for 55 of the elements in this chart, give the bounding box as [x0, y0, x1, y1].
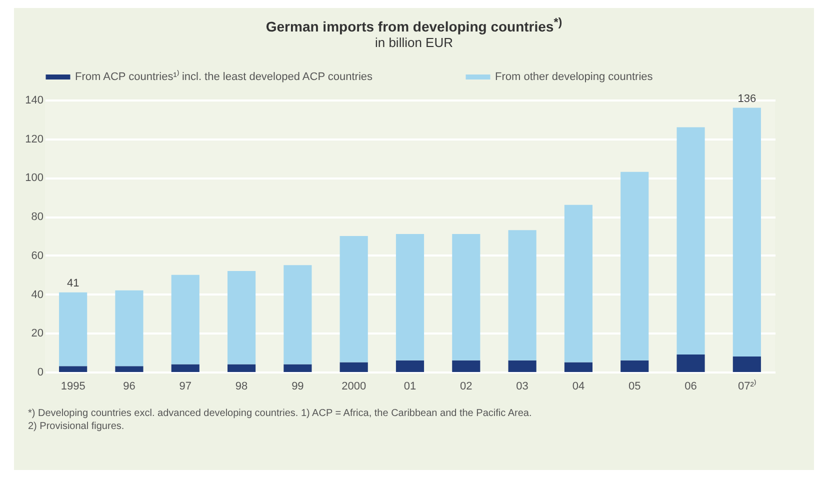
chart-subtitle: in billion EUR	[374, 34, 454, 50]
bar	[620, 172, 649, 360]
y-tick-label: 140	[25, 94, 44, 106]
y-tick-label: 40	[31, 288, 44, 300]
bar	[171, 274, 200, 364]
x-tick-label: 98	[235, 380, 248, 392]
x-tick-label: 2000	[342, 380, 366, 392]
text: *) Developing countries excl. advanced developing countries. 1) ACP = Africa, the Caribbean and the Pacific Area.	[28, 408, 532, 419]
bar	[452, 234, 480, 360]
y-tick-label: 20	[31, 327, 44, 340]
bar	[228, 364, 256, 372]
x-tick-label: 01	[404, 380, 416, 392]
bar	[676, 354, 705, 372]
y-tick-label: 60	[31, 250, 44, 262]
bar	[340, 362, 368, 372]
y-tick-label: 100	[25, 172, 44, 184]
bar	[732, 107, 761, 356]
bar	[508, 360, 536, 372]
bar	[732, 356, 761, 372]
bar	[508, 230, 536, 360]
x-tick-label: 97	[179, 380, 192, 392]
y-tick-label: 0	[37, 366, 44, 378]
legend-label: From other developing countries	[495, 70, 654, 83]
x-tick-label: 1995	[60, 380, 86, 392]
x-tick-label: 02	[460, 380, 472, 392]
bar	[115, 366, 144, 372]
bar	[284, 264, 312, 364]
bar	[59, 366, 88, 372]
bar	[564, 362, 592, 372]
text: 2) Provisional figures.	[28, 420, 124, 432]
chart-title: German imports from developing countries$^{*)}$	[264, 15, 564, 35]
total-label: 136	[738, 92, 756, 104]
x-tick-label: 04	[572, 380, 585, 392]
bar	[284, 364, 312, 372]
bar	[228, 270, 256, 364]
x-tick-label: 03	[516, 380, 528, 392]
bar	[452, 360, 480, 372]
total-label: 41	[66, 277, 80, 289]
legend-label: From ACP countries¹⁾ incl. the least developed ACP countries	[75, 70, 374, 83]
bar	[676, 126, 705, 354]
y-tick-label: 80	[31, 210, 44, 223]
x-tick-label: 96	[123, 380, 136, 392]
bar	[396, 360, 424, 372]
bar	[115, 290, 144, 366]
bar	[340, 236, 368, 362]
bar	[396, 234, 424, 360]
y-tick-label: 120	[25, 133, 44, 146]
bar	[171, 364, 200, 372]
x-tick-label: 07²⁾	[738, 379, 756, 392]
bar	[620, 360, 649, 372]
x-tick-label: 06	[684, 380, 697, 392]
x-tick-label: 05	[628, 380, 641, 392]
bar	[59, 292, 88, 366]
bar	[564, 204, 592, 362]
x-tick-label: 99	[292, 380, 304, 392]
